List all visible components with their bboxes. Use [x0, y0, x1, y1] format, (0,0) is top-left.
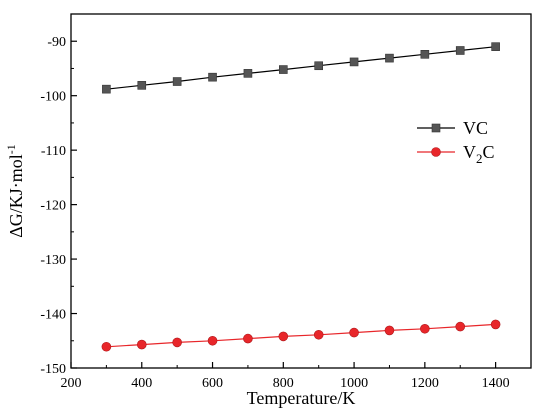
legend-marker-vc: [431, 123, 441, 133]
data-point-v2c: [207, 335, 218, 346]
plot-frame: [70, 13, 532, 369]
y-tick-label: -140: [40, 308, 66, 323]
data-point-vc: [279, 65, 288, 74]
y-tick-label: -90: [47, 35, 66, 50]
data-point-vc: [102, 84, 111, 94]
x-tick-label: 400: [131, 376, 152, 391]
data-point-vc: [491, 42, 500, 51]
data-point-vc: [137, 81, 147, 90]
data-point-v2c: [384, 325, 395, 336]
x-tick-label: 1400: [482, 376, 510, 391]
y-axis: -150 -140 -130 -120 -110 -100 -90: [40, 35, 77, 377]
data-point-vc: [420, 50, 430, 59]
legend-label-v2c-base: V: [463, 142, 476, 162]
y-axis-title: ΔG/KJ·mol-1: [4, 144, 26, 238]
data-point-v2c: [243, 333, 253, 344]
plot-border: [70, 13, 532, 369]
legend-label-vc: VC: [463, 118, 488, 138]
series-line-v2c: [106, 323, 496, 348]
data-point-vc: [172, 77, 182, 86]
x-tick-label: 800: [273, 376, 294, 391]
x-axis-title: Temperature/K: [247, 388, 356, 408]
data-point-vc: [243, 69, 253, 78]
legend-label-vc-text: VC: [463, 118, 488, 138]
data-point-v2c: [313, 329, 324, 340]
data-point-v2c: [490, 319, 501, 330]
y-tick-label: -110: [41, 144, 66, 159]
y-tick-label: -120: [40, 199, 66, 214]
x-tick-label: 600: [202, 376, 223, 391]
series-lines: [106, 46, 496, 348]
y-tick-label: -150: [40, 362, 66, 377]
y-axis-title-superscript: -1: [4, 144, 18, 154]
data-point-v2c: [455, 321, 466, 332]
x-axis: 200 400 600 800 1000 1200 1400: [61, 362, 510, 391]
legend-label-v2c-subscript: 2: [476, 151, 483, 166]
legend: VC V2C: [417, 118, 495, 166]
data-point-v2c: [101, 341, 112, 352]
legend-label-v2c: V2C: [463, 142, 495, 166]
data-point-vc: [314, 61, 323, 71]
legend-item-v2c: V2C: [417, 142, 495, 166]
y-tick-label: -100: [40, 90, 66, 105]
series-markers: [101, 42, 501, 352]
data-point-vc: [349, 57, 359, 67]
x-tick-label: 1000: [340, 376, 368, 391]
x-tick-label: 1200: [411, 376, 439, 391]
legend-marker-v2c: [431, 147, 441, 157]
data-point-vc: [208, 72, 217, 82]
data-point-vc: [385, 53, 394, 63]
legend-item-vc: VC: [417, 118, 488, 138]
data-point-v2c: [278, 331, 289, 342]
y-tick-label: -130: [40, 253, 66, 268]
legend-label-v2c-rest: C: [483, 142, 495, 162]
data-point-v2c: [136, 339, 147, 350]
data-point-v2c: [349, 327, 359, 338]
series-line-vc: [106, 46, 496, 90]
data-point-vc: [455, 46, 465, 55]
y-axis-title-main: ΔG/KJ·mol: [6, 154, 26, 238]
data-point-v2c: [172, 337, 182, 348]
x-tick-label: 200: [61, 376, 82, 391]
data-point-v2c: [420, 323, 430, 334]
